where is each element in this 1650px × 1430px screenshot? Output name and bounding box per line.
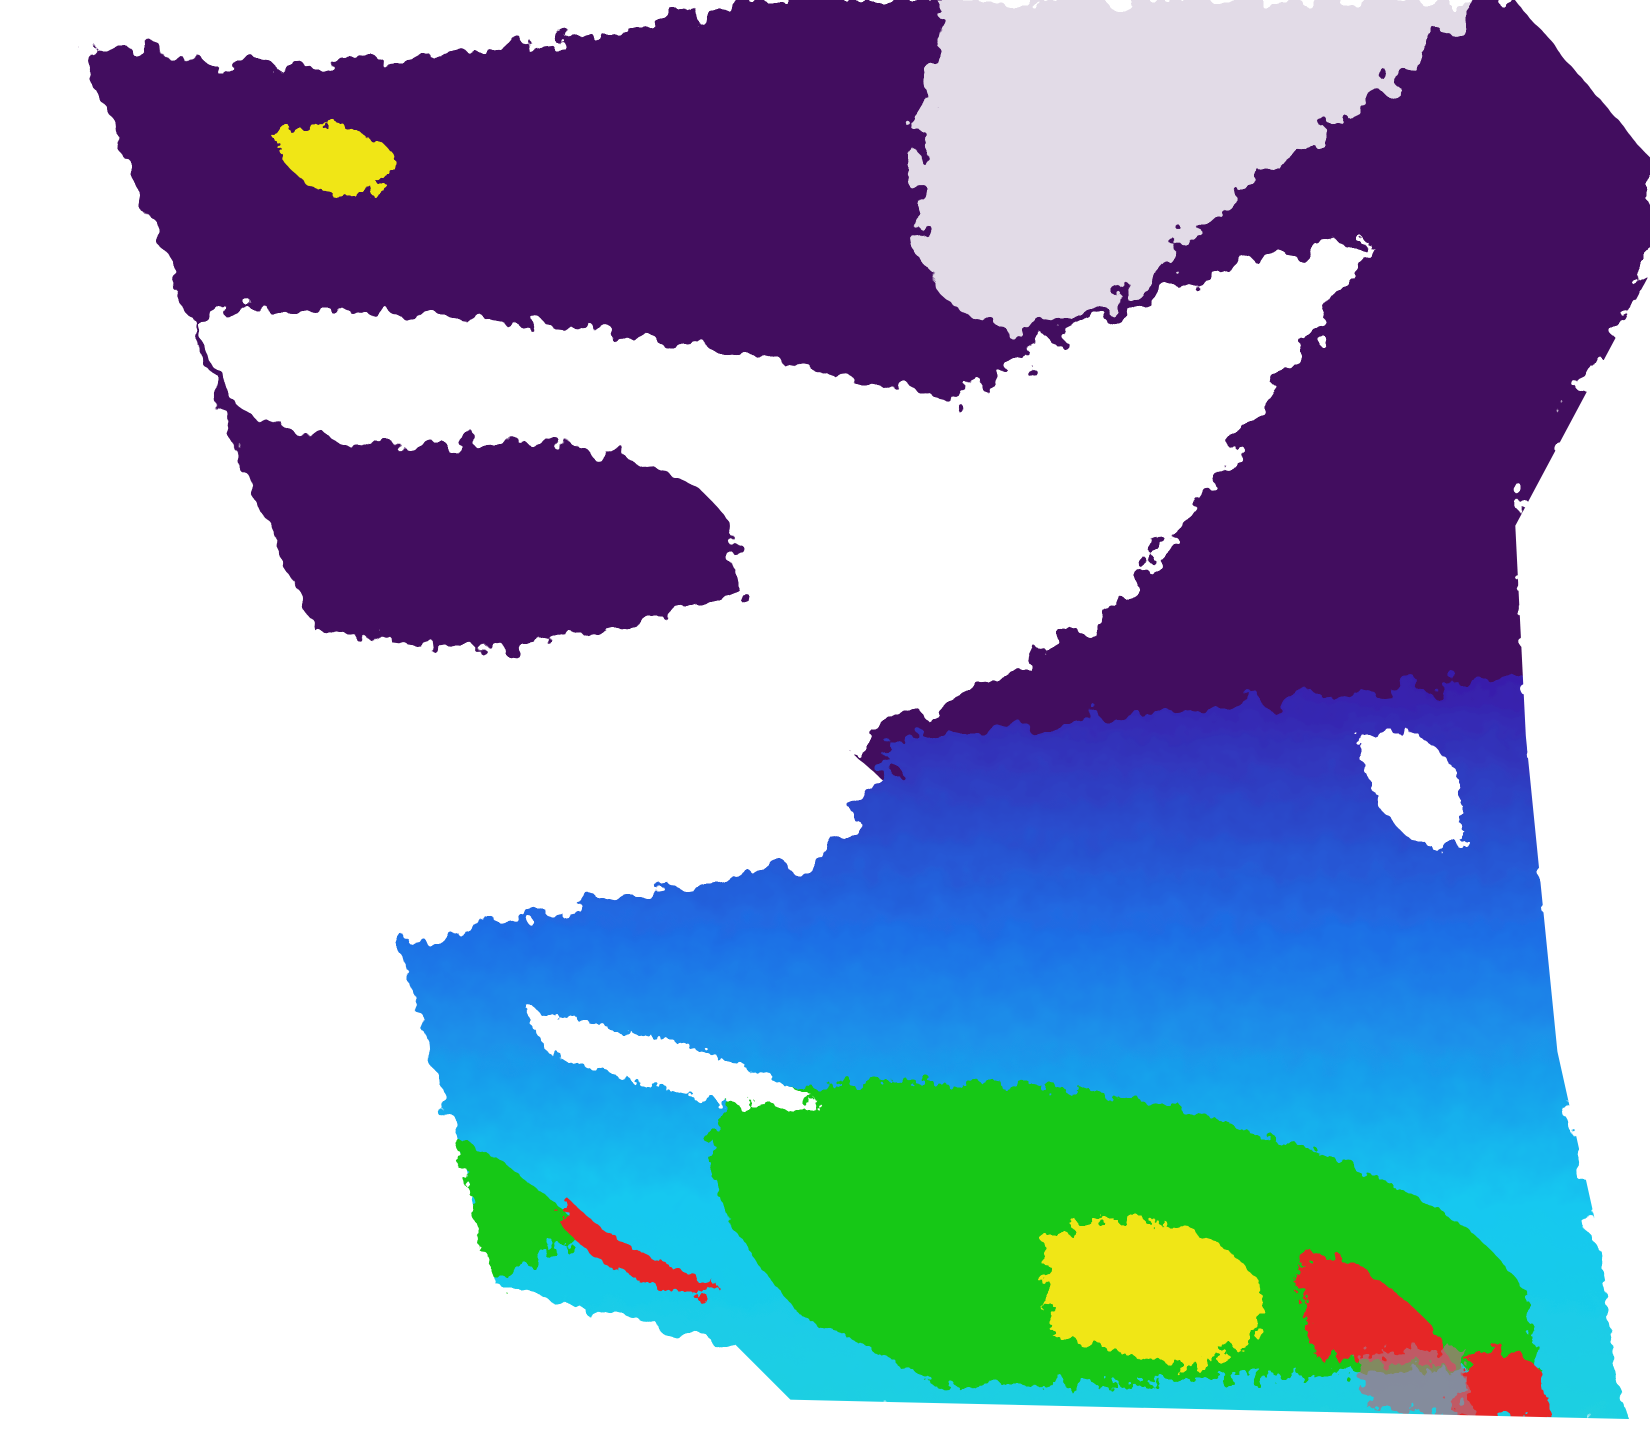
right-white-margin — [1515, 273, 1650, 1430]
southern-cloud-streaks — [526, 1009, 821, 1107]
land-flag-region — [1357, 1345, 1474, 1415]
red-very-high-region — [1294, 1256, 1453, 1367]
yellow-high-region — [1041, 1219, 1263, 1367]
red-coastal-strip-east — [1452, 1349, 1549, 1420]
northeast-cloud-field — [917, 0, 1474, 329]
green-coastal-band — [452, 1135, 590, 1283]
northwest-cloud-patch — [105, 0, 737, 67]
central-cloud-band — [189, 241, 1368, 892]
southwest-cloud-region — [0, 651, 495, 1430]
yellow-island-region — [277, 124, 395, 196]
bottom-white-margin — [0, 1293, 1650, 1430]
eastern-cloud-patch — [1357, 730, 1465, 847]
red-coastal-strip — [557, 1198, 716, 1299]
